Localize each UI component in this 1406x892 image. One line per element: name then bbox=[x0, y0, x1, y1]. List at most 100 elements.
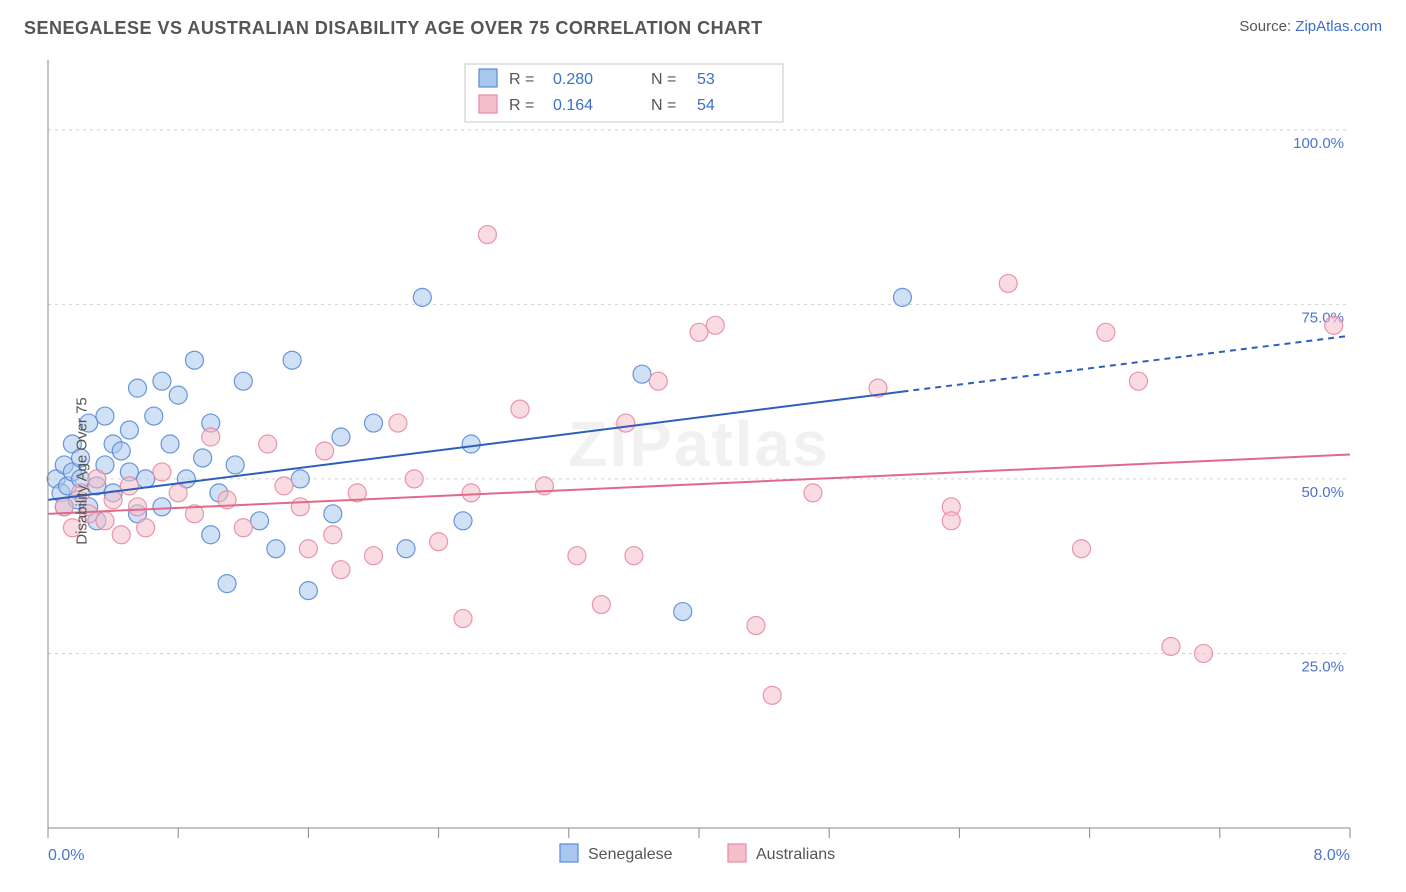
data-point bbox=[478, 226, 496, 244]
chart-title: SENEGALESE VS AUSTRALIAN DISABILITY AGE … bbox=[24, 18, 763, 39]
data-point bbox=[129, 379, 147, 397]
svg-text:0.280: 0.280 bbox=[553, 71, 593, 88]
data-point bbox=[365, 414, 383, 432]
data-point bbox=[169, 484, 187, 502]
data-point bbox=[633, 365, 651, 383]
data-point bbox=[291, 498, 309, 516]
data-point bbox=[96, 407, 114, 425]
data-point bbox=[1162, 637, 1180, 655]
data-point bbox=[690, 323, 708, 341]
legend-swatch bbox=[479, 95, 497, 113]
data-point bbox=[137, 519, 155, 537]
data-point bbox=[804, 484, 822, 502]
data-point bbox=[454, 512, 472, 530]
data-point bbox=[120, 477, 138, 495]
svg-text:0.164: 0.164 bbox=[553, 97, 593, 114]
data-point bbox=[153, 498, 171, 516]
data-point bbox=[625, 547, 643, 565]
data-point bbox=[332, 428, 350, 446]
data-point bbox=[649, 372, 667, 390]
data-point bbox=[1325, 316, 1343, 334]
data-point bbox=[299, 582, 317, 600]
data-point bbox=[137, 470, 155, 488]
data-point bbox=[185, 351, 203, 369]
data-point bbox=[153, 372, 171, 390]
data-point bbox=[1195, 644, 1213, 662]
svg-text:0.0%: 0.0% bbox=[48, 847, 84, 864]
data-point bbox=[153, 463, 171, 481]
data-point bbox=[234, 372, 252, 390]
data-point bbox=[202, 428, 220, 446]
data-point bbox=[88, 470, 106, 488]
data-point bbox=[747, 617, 765, 635]
data-point bbox=[1129, 372, 1147, 390]
data-point bbox=[120, 421, 138, 439]
data-point bbox=[194, 449, 212, 467]
data-point bbox=[413, 288, 431, 306]
svg-text:25.0%: 25.0% bbox=[1301, 658, 1344, 675]
data-point bbox=[674, 603, 692, 621]
data-point bbox=[942, 512, 960, 530]
data-point bbox=[568, 547, 586, 565]
data-point bbox=[129, 498, 147, 516]
data-point bbox=[112, 526, 130, 544]
data-point bbox=[316, 442, 334, 460]
data-point bbox=[332, 561, 350, 579]
data-point bbox=[430, 533, 448, 551]
data-point bbox=[999, 274, 1017, 292]
correlation-scatter-chart: 25.0%50.0%75.0%100.0%ZIPatlas0.0%8.0%R =… bbox=[0, 50, 1406, 892]
data-point bbox=[226, 456, 244, 474]
data-point bbox=[405, 470, 423, 488]
svg-text:8.0%: 8.0% bbox=[1314, 847, 1350, 864]
legend-label: Australians bbox=[756, 846, 835, 863]
data-point bbox=[161, 435, 179, 453]
legend-swatch bbox=[560, 844, 578, 862]
svg-text:53: 53 bbox=[697, 71, 715, 88]
svg-text:ZIPatlas: ZIPatlas bbox=[568, 408, 829, 480]
data-point bbox=[365, 547, 383, 565]
svg-text:R =: R = bbox=[509, 97, 534, 114]
legend-swatch bbox=[728, 844, 746, 862]
svg-text:N =: N = bbox=[651, 97, 676, 114]
svg-text:100.0%: 100.0% bbox=[1293, 135, 1344, 152]
y-axis-label: Disability Age Over 75 bbox=[73, 397, 90, 545]
data-point bbox=[234, 519, 252, 537]
data-point bbox=[511, 400, 529, 418]
svg-text:R =: R = bbox=[509, 71, 534, 88]
svg-text:54: 54 bbox=[697, 97, 715, 114]
data-point bbox=[299, 540, 317, 558]
data-point bbox=[275, 477, 293, 495]
svg-text:N =: N = bbox=[651, 71, 676, 88]
data-point bbox=[592, 596, 610, 614]
data-point bbox=[324, 526, 342, 544]
data-point bbox=[617, 414, 635, 432]
data-point bbox=[389, 414, 407, 432]
data-point bbox=[145, 407, 163, 425]
data-point bbox=[96, 512, 114, 530]
source-label: Source: ZipAtlas.com bbox=[1239, 18, 1382, 35]
data-point bbox=[267, 540, 285, 558]
data-point bbox=[324, 505, 342, 523]
data-point bbox=[251, 512, 269, 530]
data-point bbox=[1072, 540, 1090, 558]
data-point bbox=[893, 288, 911, 306]
data-point bbox=[259, 435, 277, 453]
trend-line-ext bbox=[902, 336, 1350, 392]
data-point bbox=[169, 386, 187, 404]
data-point bbox=[462, 435, 480, 453]
data-point bbox=[283, 351, 301, 369]
data-point bbox=[218, 575, 236, 593]
legend-swatch bbox=[479, 69, 497, 87]
data-point bbox=[112, 442, 130, 460]
data-point bbox=[397, 540, 415, 558]
legend-label: Senegalese bbox=[588, 846, 673, 863]
data-point bbox=[454, 610, 472, 628]
data-point bbox=[202, 526, 220, 544]
source-link[interactable]: ZipAtlas.com bbox=[1295, 18, 1382, 35]
svg-text:50.0%: 50.0% bbox=[1301, 484, 1344, 501]
data-point bbox=[1097, 323, 1115, 341]
data-point bbox=[763, 686, 781, 704]
data-point bbox=[462, 484, 480, 502]
data-point bbox=[104, 491, 122, 509]
data-point bbox=[706, 316, 724, 334]
